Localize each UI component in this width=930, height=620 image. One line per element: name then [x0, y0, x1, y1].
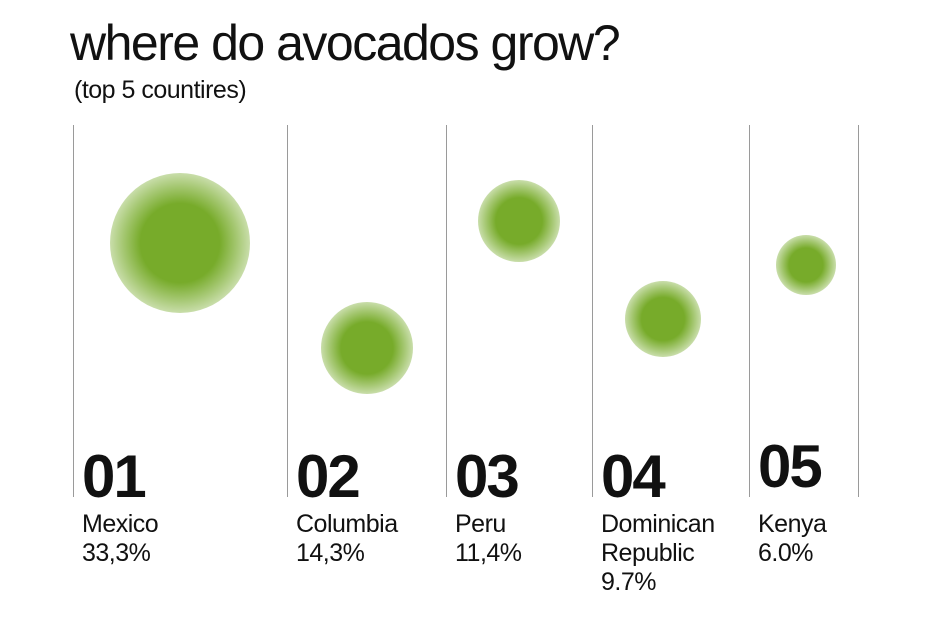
rank-number: 03	[455, 443, 520, 510]
column-divider	[749, 125, 750, 497]
rank-number: 05	[758, 433, 823, 500]
avocado-bubble	[776, 235, 836, 295]
chart-subtitle: (top 5 countires)	[74, 76, 247, 104]
country-label: Mexico	[82, 510, 159, 538]
column-divider	[858, 125, 859, 497]
avocado-bubble	[320, 301, 414, 395]
country-label: Dominican Republic	[601, 510, 715, 567]
column-divider	[446, 125, 447, 497]
avocado-bubble	[109, 172, 251, 314]
avocado-bubble	[477, 179, 561, 263]
percentage-label: 6.0%	[758, 539, 813, 567]
column-divider	[592, 125, 593, 497]
column-divider	[73, 125, 74, 497]
rank-number: 02	[296, 443, 361, 510]
rank-number: 04	[601, 443, 666, 510]
percentage-label: 33,3%	[82, 539, 151, 567]
percentage-label: 14,3%	[296, 539, 365, 567]
rank-number: 01	[82, 443, 147, 510]
percentage-label: 11,4%	[455, 539, 522, 567]
chart-title: where do avocados grow?	[70, 15, 621, 71]
country-label: Peru	[455, 510, 506, 538]
country-label: Columbia	[296, 510, 398, 538]
column-divider	[287, 125, 288, 497]
country-label: Kenya	[758, 510, 827, 538]
avocado-bubble	[625, 281, 701, 357]
percentage-label: 9.7%	[601, 568, 656, 596]
